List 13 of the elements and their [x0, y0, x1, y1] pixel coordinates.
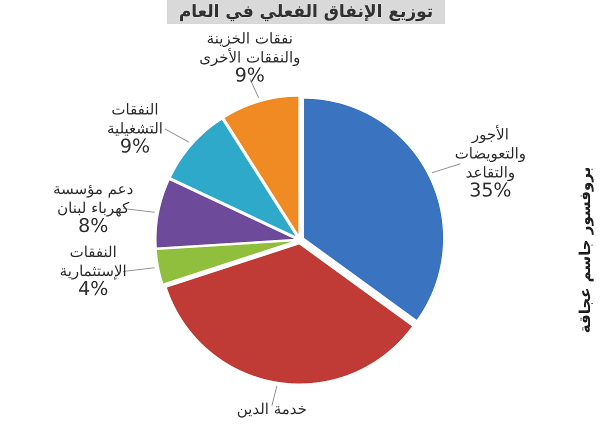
slice-label: الأجور والتعويضات والتقاعد — [454, 124, 526, 182]
data-label: 4% — [78, 278, 108, 300]
slice-label: النفقات الإستثمارية — [60, 242, 127, 280]
data-label: 9% — [234, 64, 265, 87]
text: بروفسور جاسم عجاقة — [576, 166, 594, 334]
slice-label: خدمة الدين — [236, 400, 307, 418]
chart-title: توزيع الإنفاق الفعلي في العام — [178, 2, 434, 22]
slice-label: نفقات الخزينة والنفقات الأخرى — [199, 30, 300, 67]
data-label: 9% — [120, 135, 150, 158]
slice-label: دعم مؤسسة كهرباء لبنان — [53, 180, 134, 218]
data-label: 8% — [78, 215, 108, 238]
slice-label: النفقات التشغيلية — [107, 100, 163, 138]
data-label: 35% — [469, 180, 512, 202]
